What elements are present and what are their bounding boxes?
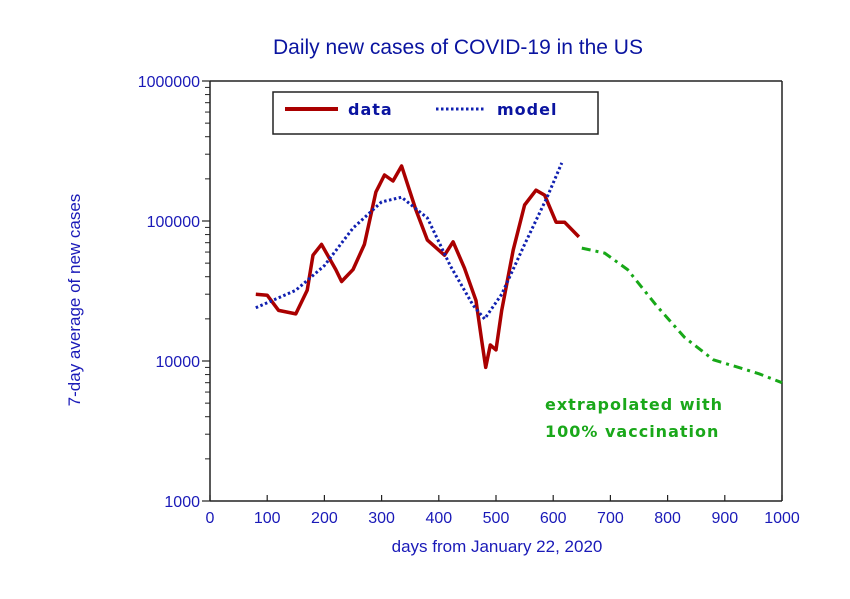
data-point-extrapolated — [782, 382, 783, 383]
data-point-data — [384, 175, 385, 176]
data-point-model — [353, 228, 354, 229]
data-point-data — [496, 349, 497, 350]
series-layer — [255, 162, 783, 385]
data-point-model — [401, 197, 402, 198]
data-point-data — [278, 310, 279, 311]
x-tick-label: 800 — [654, 510, 681, 527]
series-line-data — [255, 164, 581, 370]
legend-label-model: model — [497, 100, 557, 119]
legend-box — [272, 91, 599, 135]
x-tick-label: 1000 — [764, 510, 800, 527]
x-axis-label: days from January 22, 2020 — [392, 537, 603, 556]
data-point-model — [501, 294, 502, 295]
data-point-data — [564, 222, 565, 223]
data-point-model — [324, 265, 325, 266]
annotation-line-2: 100% vaccination — [545, 422, 719, 441]
data-point-model — [427, 218, 428, 219]
data-point-data — [393, 181, 394, 182]
data-point-extrapolated — [713, 359, 714, 360]
data-point-data — [490, 345, 491, 346]
data-point-data — [453, 241, 454, 242]
x-tick-label: 600 — [540, 510, 567, 527]
x-tick-label: 400 — [425, 510, 452, 527]
data-point-data — [475, 300, 476, 301]
data-point-data — [335, 269, 336, 270]
data-point-data — [341, 281, 342, 282]
data-point-extrapolated — [604, 253, 605, 254]
x-tick-label: 200 — [311, 510, 338, 527]
legend: data model — [272, 91, 599, 135]
data-point-data — [544, 195, 545, 196]
data-point-data — [295, 313, 296, 314]
y-tick-label: 1000000 — [138, 74, 200, 91]
data-point-model — [561, 162, 562, 163]
data-point-data — [513, 250, 514, 251]
legend-label-data: data — [348, 100, 393, 119]
series-line-extrapolated — [581, 246, 783, 385]
data-point-data — [353, 269, 354, 270]
x-tick-label: 700 — [597, 510, 624, 527]
data-point-data — [556, 222, 557, 223]
x-tick-label: 500 — [483, 510, 510, 527]
data-point-data — [481, 340, 482, 341]
data-point-model — [295, 290, 296, 291]
data-point-data — [401, 166, 402, 167]
data-point-data — [375, 192, 376, 193]
data-point-data — [267, 295, 268, 296]
data-point-data — [524, 205, 525, 206]
x-tick-label: 900 — [711, 510, 738, 527]
data-point-extrapolated — [656, 305, 657, 306]
annotation-line-1: extrapolated with — [545, 395, 723, 414]
x-tick-label: 0 — [206, 510, 215, 527]
data-point-data — [321, 244, 322, 245]
data-point-model — [547, 196, 548, 197]
data-point-model — [484, 318, 485, 319]
y-axis-label: 7-day average of new cases — [65, 194, 84, 407]
data-point-data — [536, 190, 537, 191]
data-point-extrapolated — [627, 269, 628, 270]
data-point-data — [501, 310, 502, 311]
data-point-extrapolated — [736, 366, 737, 367]
data-point-data — [427, 240, 428, 241]
y-tick-label: 10000 — [156, 354, 201, 371]
data-point-extrapolated — [581, 248, 582, 249]
x-tick-label: 300 — [368, 510, 395, 527]
x-tick-label: 100 — [254, 510, 281, 527]
data-point-data — [464, 268, 465, 269]
data-point-model — [473, 305, 474, 306]
data-point-model — [255, 307, 256, 308]
chart-title: Daily new cases of COVID-19 in the US — [273, 36, 643, 59]
data-point-data — [578, 236, 579, 237]
axis-ticks: 0 100 200 300 400 500 600 700 800 900 1000 1000 1000… — [138, 74, 800, 527]
data-point-data — [307, 290, 308, 291]
data-point-data — [255, 294, 256, 295]
series-line-model — [255, 162, 564, 321]
data-point-model — [524, 244, 525, 245]
data-point-model — [450, 265, 451, 266]
data-point-model — [381, 201, 382, 202]
data-point-data — [364, 244, 365, 245]
y-tick-label: 1000 — [164, 494, 200, 511]
y-tick-label: 100000 — [147, 214, 200, 231]
data-point-extrapolated — [759, 373, 760, 374]
data-point-data — [312, 255, 313, 256]
data-point-data — [485, 367, 486, 368]
data-point-extrapolated — [684, 337, 685, 338]
